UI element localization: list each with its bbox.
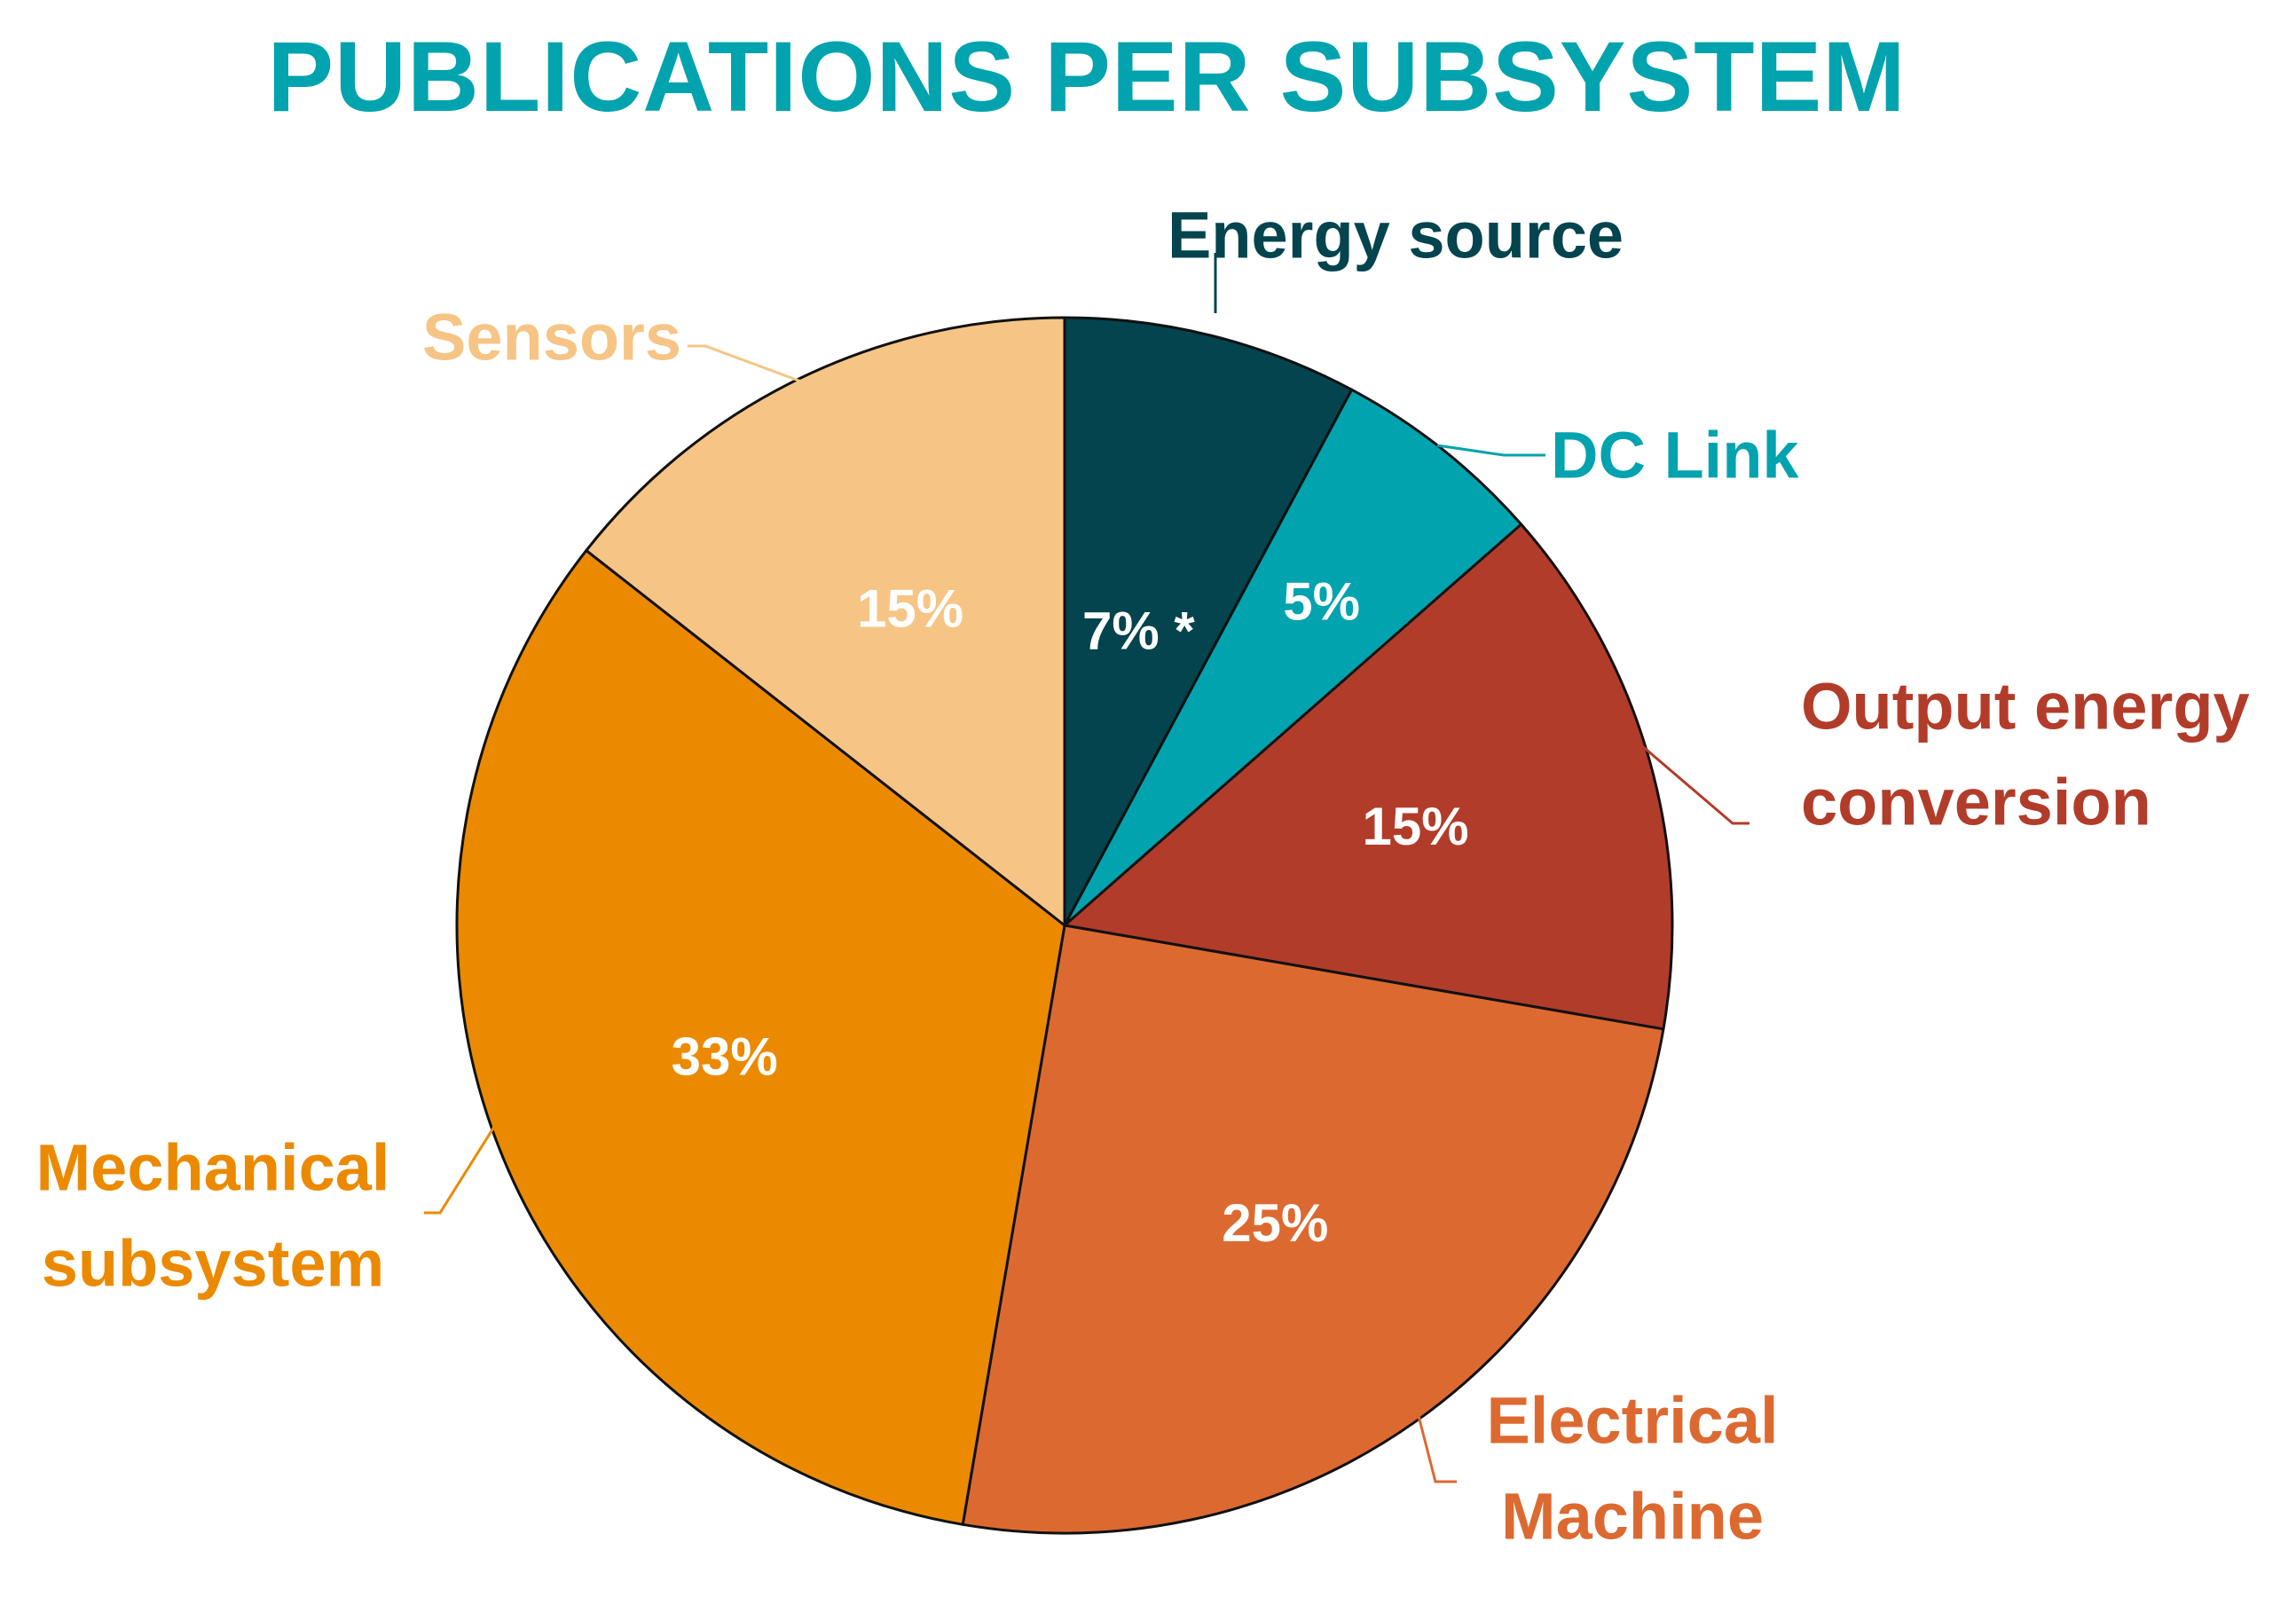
pie-category-label: DC Link xyxy=(1551,419,1799,492)
pie-slice-mechanical-subsystem xyxy=(455,548,1066,1526)
pie-category-labels: Energy source DC Link Output energy convers… xyxy=(36,199,2250,1554)
chart-title: PUBLICATIONS PER SUBSYSTEM xyxy=(267,21,1907,132)
leader-line xyxy=(1640,743,1750,825)
pie-category-label: Machine xyxy=(1501,1480,1764,1554)
pie-value-label: 25% xyxy=(1222,1193,1328,1253)
pie-category-label: Output energy xyxy=(1801,670,2250,743)
leader-line xyxy=(424,1126,496,1215)
pie-slice-output-energy-conversion xyxy=(1063,523,1674,1031)
pie-slice-energy-source xyxy=(1063,316,1354,927)
pie-category-label: subsystem xyxy=(42,1227,385,1301)
pie-value-label: 15% xyxy=(1363,797,1469,856)
pie-leader-lines xyxy=(424,253,1750,1483)
pie-value-labels: 7% * 5% 15% 25% 33% 15% xyxy=(672,572,1469,1253)
pie-category-label: Sensors xyxy=(422,301,681,374)
leader-line xyxy=(688,344,802,383)
pie-value-label: 33% xyxy=(672,1027,778,1087)
pie-value-label: 15% xyxy=(857,578,963,638)
pie-slices xyxy=(455,316,1674,1535)
pie-category-label: conversion xyxy=(1801,766,2151,839)
pie-slice-dc-link xyxy=(1063,388,1523,927)
pie-value-label: 7% * xyxy=(1082,601,1195,660)
pie-category-label: Electrical xyxy=(1486,1384,1778,1458)
pie-value-label: 5% xyxy=(1283,572,1360,632)
pie-slice-electrical-machine xyxy=(961,924,1665,1535)
pie-category-label: Energy source xyxy=(1168,199,1624,272)
leader-line xyxy=(1436,444,1545,457)
leader-line xyxy=(1416,1412,1457,1483)
pie-slice-sensors xyxy=(585,316,1066,927)
pie-category-label: Mechanical xyxy=(36,1131,390,1205)
